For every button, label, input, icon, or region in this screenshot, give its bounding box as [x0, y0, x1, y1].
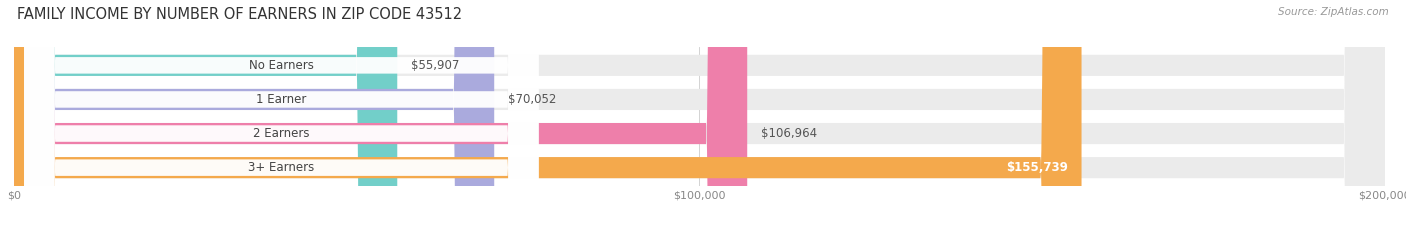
FancyBboxPatch shape: [14, 0, 1385, 233]
Text: No Earners: No Earners: [249, 59, 314, 72]
FancyBboxPatch shape: [14, 0, 1081, 233]
FancyBboxPatch shape: [24, 0, 538, 233]
Text: $70,052: $70,052: [508, 93, 557, 106]
FancyBboxPatch shape: [24, 0, 538, 233]
Text: $155,739: $155,739: [1005, 161, 1067, 174]
Text: 2 Earners: 2 Earners: [253, 127, 309, 140]
Text: $55,907: $55,907: [411, 59, 460, 72]
FancyBboxPatch shape: [14, 0, 495, 233]
Text: Source: ZipAtlas.com: Source: ZipAtlas.com: [1278, 7, 1389, 17]
FancyBboxPatch shape: [24, 0, 538, 233]
Text: 1 Earner: 1 Earner: [256, 93, 307, 106]
FancyBboxPatch shape: [24, 0, 538, 233]
FancyBboxPatch shape: [14, 0, 1385, 233]
FancyBboxPatch shape: [14, 0, 398, 233]
Text: $106,964: $106,964: [761, 127, 817, 140]
FancyBboxPatch shape: [14, 0, 1385, 233]
Text: 3+ Earners: 3+ Earners: [249, 161, 315, 174]
FancyBboxPatch shape: [14, 0, 747, 233]
FancyBboxPatch shape: [14, 0, 1385, 233]
Text: FAMILY INCOME BY NUMBER OF EARNERS IN ZIP CODE 43512: FAMILY INCOME BY NUMBER OF EARNERS IN ZI…: [17, 7, 463, 22]
